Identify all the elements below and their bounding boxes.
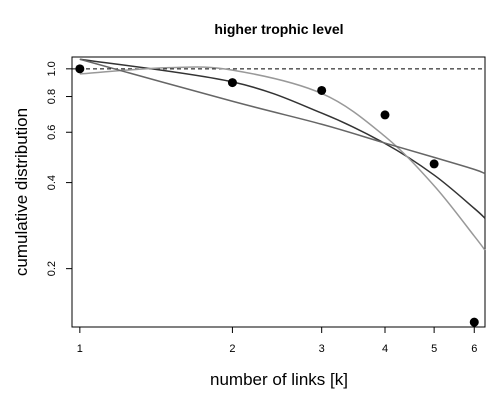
x-tick-label: 2 (229, 343, 235, 355)
y-axis: 0.2 0.4 0.6 0.8 1.0 (46, 61, 72, 276)
data-point (227, 78, 237, 88)
y-tick-label: 0.6 (46, 125, 58, 140)
y-tick-label: 1.0 (46, 61, 58, 76)
y-axis-title: cumulative distribution (12, 108, 31, 276)
fit-lines (79, 58, 486, 251)
x-tick-label: 6 (471, 343, 477, 355)
x-tick-label: 1 (77, 343, 83, 355)
data-point (429, 159, 439, 169)
data-point (380, 110, 390, 120)
plot-frame (71, 56, 486, 328)
data-points (75, 64, 479, 327)
fit-line (79, 58, 486, 175)
x-axis-title: number of links [k] (210, 370, 348, 389)
y-tick-label: 0.2 (46, 261, 58, 276)
x-tick-label: 3 (319, 343, 325, 355)
x-axis: 1 2 3 4 5 6 (77, 327, 477, 355)
data-point (469, 317, 479, 327)
x-tick-label: 4 (382, 343, 388, 355)
y-tick-label: 0.8 (46, 89, 58, 104)
data-point (75, 64, 85, 74)
y-tick-label: 0.4 (46, 175, 58, 190)
fit-line (79, 58, 486, 219)
chart-title: higher trophic level (214, 21, 343, 37)
x-tick-label: 5 (431, 343, 437, 355)
fit-line (79, 66, 486, 251)
data-point (317, 85, 327, 95)
